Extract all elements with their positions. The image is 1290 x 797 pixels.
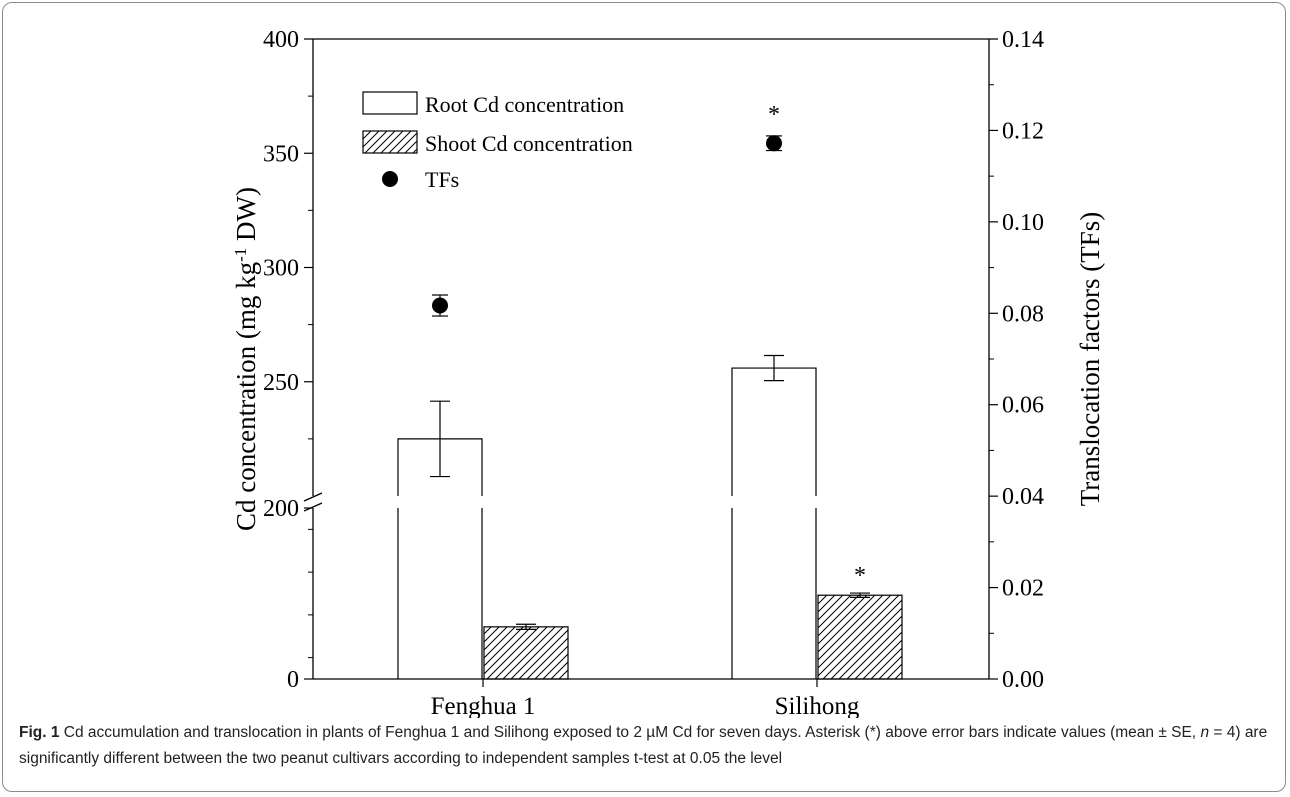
right-tick-label-3: 0.06 bbox=[1002, 393, 1044, 419]
caption-n-symbol: n bbox=[1200, 724, 1210, 741]
x-tick-label-fenghua-1: Fenghua 1 bbox=[431, 693, 536, 718]
right-tick-label-4: 0.08 bbox=[1002, 301, 1044, 327]
bar-shoot-fenghua-1 bbox=[483, 626, 569, 680]
right-tick-label-7: 0.14 bbox=[1002, 27, 1044, 53]
y-axis-left-title-part2: DW) bbox=[231, 187, 261, 248]
right-tick-label-5: 0.10 bbox=[1002, 210, 1044, 236]
chart: * * Fenghua 1 Silihong 0 200 250 300 350 400 0.00… bbox=[231, 27, 1106, 718]
bar-root-silihong bbox=[731, 367, 817, 679]
right-tick-label-6: 0.12 bbox=[1002, 118, 1044, 144]
legend-label-tfs: TFs bbox=[425, 167, 459, 192]
right-tick-label-1: 0.02 bbox=[1002, 576, 1044, 602]
legend-swatch-root bbox=[362, 91, 418, 115]
axis-break-marks bbox=[303, 492, 323, 512]
left-tick-label-400: 400 bbox=[263, 27, 299, 53]
caption-text-part2: = 4) are significantly different between… bbox=[19, 724, 1268, 767]
tf-point-fenghua-1 bbox=[432, 297, 448, 314]
tf-point-silihong bbox=[766, 135, 782, 152]
significance-asterisk-shoot-silihong: * bbox=[854, 563, 866, 589]
caption-text-part1: Cd accumulation and translocation in pla… bbox=[59, 724, 1201, 741]
left-tick-label-250: 250 bbox=[263, 370, 299, 396]
left-tick-label-0: 0 bbox=[287, 667, 299, 693]
legend-swatch-shoot bbox=[362, 130, 418, 154]
y-axis-left-title-part1: Cd concentration (mg kg bbox=[231, 262, 261, 531]
right-tick-label-0: 0.00 bbox=[1002, 667, 1044, 693]
caption-label: Fig. 1 bbox=[19, 724, 60, 741]
x-tick-label-silihong: Silihong bbox=[775, 693, 860, 718]
legend-marker-tfs bbox=[382, 171, 398, 187]
y-axis-left-title: Cd concentration (mg kg-1 DW) bbox=[231, 187, 262, 531]
legend-label-root: Root Cd concentration bbox=[425, 92, 624, 117]
figure-caption: Fig. 1 Cd accumulation and translocation… bbox=[19, 720, 1281, 772]
y-axis-left-title-superscript: -1 bbox=[231, 248, 250, 262]
bar-shoot-silihong bbox=[817, 594, 903, 680]
left-tick-label-300: 300 bbox=[263, 256, 299, 282]
legend-label-shoot: Shoot Cd concentration bbox=[425, 131, 633, 156]
significance-asterisk-tfs-silihong: * bbox=[768, 102, 780, 128]
left-tick-label-200: 200 bbox=[263, 496, 299, 522]
left-tick-label-350: 350 bbox=[263, 141, 299, 167]
right-tick-label-2: 0.04 bbox=[1002, 484, 1044, 510]
y-axis-right-title: Translocation factors (TFs) bbox=[1075, 212, 1105, 506]
